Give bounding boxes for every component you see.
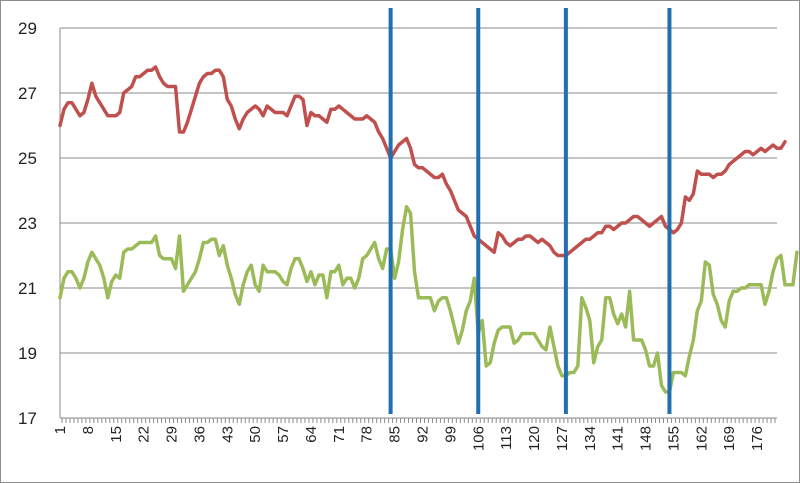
x-tick-label: 155 bbox=[665, 426, 682, 451]
x-tick-label: 8 bbox=[80, 426, 97, 434]
x-tick-label: 148 bbox=[638, 426, 655, 451]
x-tick-label: 134 bbox=[582, 426, 599, 451]
y-tick-label: 27 bbox=[18, 84, 37, 103]
x-axis: 1 8 15 22 29 36 43 50 57 64 71 78 85 92 99 106 113 120 127… bbox=[52, 28, 777, 451]
x-tick-label: 57 bbox=[275, 426, 292, 443]
x-tick-label: 43 bbox=[219, 426, 236, 443]
x-tick-label: 141 bbox=[610, 426, 627, 451]
x-tick-label: 64 bbox=[303, 426, 320, 443]
x-tick-label: 71 bbox=[331, 426, 348, 443]
y-tick-label: 23 bbox=[18, 214, 37, 233]
y-tick-label: 21 bbox=[18, 279, 37, 298]
x-tick-label: 50 bbox=[247, 426, 264, 443]
x-tick-label: 78 bbox=[359, 426, 376, 443]
x-tick-label: 92 bbox=[414, 426, 431, 443]
y-tick-label: 29 bbox=[18, 19, 37, 38]
x-tick-label: 1 bbox=[52, 426, 69, 434]
y-tick-label: 19 bbox=[18, 344, 37, 363]
y-tick-label: 17 bbox=[18, 409, 37, 428]
x-tick-label: 113 bbox=[498, 426, 515, 450]
series-2-line bbox=[58, 205, 799, 394]
x-tick-label: 85 bbox=[387, 426, 404, 443]
x-tick-label: 99 bbox=[442, 426, 459, 443]
series-1-line bbox=[58, 65, 787, 258]
x-tick-label: 36 bbox=[191, 426, 208, 443]
y-axis-tick-labels: 17 19 21 23 25 27 29 bbox=[18, 19, 37, 428]
x-tick-label: 106 bbox=[470, 426, 487, 451]
x-tick-label: 176 bbox=[749, 426, 766, 451]
x-tick-label: 169 bbox=[721, 426, 738, 451]
series-lines bbox=[58, 65, 799, 394]
vertical-markers bbox=[388, 8, 672, 414]
x-tick-label: 120 bbox=[526, 426, 543, 451]
x-tick-label: 29 bbox=[164, 426, 181, 443]
x-tick-label: 22 bbox=[136, 426, 153, 443]
x-tick-label: 15 bbox=[108, 426, 125, 443]
x-tick-label: 162 bbox=[693, 426, 710, 451]
y-tick-label: 25 bbox=[18, 149, 37, 168]
x-tick-label: 127 bbox=[554, 426, 571, 451]
